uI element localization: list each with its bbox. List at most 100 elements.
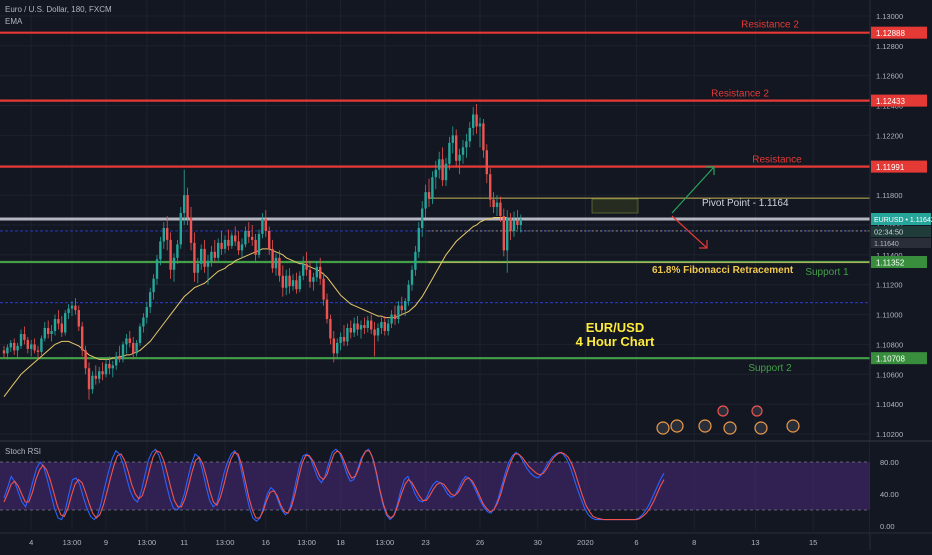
candle-up	[257, 229, 261, 258]
event-icon[interactable]	[786, 419, 800, 433]
resistance-2-label: Resistance 2	[711, 89, 769, 100]
candle-down	[281, 265, 284, 297]
candle-down	[193, 232, 196, 282]
current-symbol-label: EURUSD • 1.11642	[874, 217, 932, 224]
candle-up	[138, 323, 142, 346]
countdown-tag	[871, 226, 931, 238]
candle-down	[36, 345, 40, 360]
candle-down	[305, 251, 308, 276]
candle-down	[57, 310, 60, 330]
candle-up	[404, 298, 407, 317]
current-price-tag	[871, 213, 931, 226]
candle-down	[220, 230, 223, 255]
candle-body	[64, 313, 67, 333]
candle-up	[196, 257, 199, 284]
price-tick-label: 1.10600	[876, 370, 903, 379]
candle-body	[70, 305, 74, 309]
candle-up	[359, 320, 363, 339]
event-icon[interactable]	[698, 419, 712, 433]
candle-body	[438, 159, 441, 170]
candle-body	[461, 147, 465, 155]
candle-up	[261, 213, 264, 239]
candle-down	[400, 296, 403, 315]
stoch-rsi-title: Stoch RSI	[5, 447, 41, 456]
candle-body	[230, 235, 233, 246]
event-icon[interactable]	[751, 405, 763, 417]
candle-down	[189, 207, 193, 251]
candle-down	[502, 208, 505, 257]
candle-up	[353, 317, 356, 337]
candle-up	[121, 341, 125, 363]
candle-down	[288, 268, 291, 294]
candle-down	[485, 144, 488, 184]
candle-body	[94, 375, 97, 379]
candle-down	[13, 338, 16, 355]
candle-down	[427, 178, 431, 208]
candle-body	[193, 242, 196, 273]
candle-down	[370, 314, 373, 334]
candle-body	[407, 284, 410, 302]
candle-body	[19, 333, 23, 346]
candle-body	[220, 242, 223, 249]
candle-body	[179, 213, 182, 245]
candle-body	[108, 363, 111, 369]
candle-up	[70, 301, 74, 317]
candle-body	[176, 244, 179, 258]
candle-body	[359, 325, 363, 330]
candle-down	[213, 239, 216, 263]
candle-down	[132, 336, 135, 360]
candle-body	[485, 150, 488, 175]
chart-title-line-1: EUR/USD	[586, 320, 645, 335]
bullish-arrow	[671, 166, 715, 214]
candle-down	[33, 338, 36, 354]
candle-up	[407, 280, 410, 306]
candle-down	[128, 330, 131, 348]
price-tag	[871, 94, 927, 107]
candle-body	[434, 169, 437, 178]
candle-body	[128, 338, 131, 343]
stoch-k-line	[3, 448, 665, 522]
candle-body	[138, 326, 142, 343]
candle-body	[455, 135, 458, 161]
time-tick-label: 9	[104, 538, 108, 547]
candle-body	[264, 219, 267, 231]
candle-body	[227, 239, 230, 246]
candle-up	[183, 169, 186, 225]
candle-body	[203, 248, 206, 267]
candle-body	[478, 123, 482, 127]
event-markers[interactable]	[656, 405, 800, 435]
event-icon[interactable]	[723, 421, 737, 435]
candle-up	[142, 313, 145, 333]
candle-body	[383, 322, 386, 331]
candle-body	[373, 329, 376, 336]
time-axis[interactable]: 4 13:00 9 13:00 11 13:00 16 13:00 18 13:00 23 26 30 2…	[0, 532, 932, 547]
candle-body	[268, 230, 271, 249]
candle-up	[6, 344, 9, 360]
candle-body	[74, 305, 77, 311]
price-tick-label: 1.10800	[876, 340, 903, 349]
candle-body	[189, 217, 193, 243]
candle-down	[77, 305, 80, 331]
candle-down	[227, 229, 230, 251]
candle-body	[397, 305, 400, 320]
price-tag-label: 1.12433	[876, 97, 905, 106]
event-icon[interactable]	[656, 421, 670, 435]
event-icon[interactable]	[754, 421, 768, 435]
candle-down	[509, 213, 512, 240]
candle-body	[465, 141, 468, 148]
candle-body	[305, 263, 308, 270]
countdown-label: 02:34:50	[874, 228, 903, 237]
candle-body	[441, 159, 444, 181]
price-tick-label: 1.11400	[876, 251, 903, 260]
event-icon[interactable]	[670, 419, 684, 433]
rsi-band	[0, 462, 870, 510]
candle-down	[356, 316, 359, 336]
event-icon[interactable]	[717, 405, 729, 417]
candle-body	[240, 244, 244, 251]
candles	[2, 104, 522, 400]
candle-down	[87, 362, 91, 400]
candle-down	[234, 226, 237, 246]
candle-body	[43, 328, 46, 339]
